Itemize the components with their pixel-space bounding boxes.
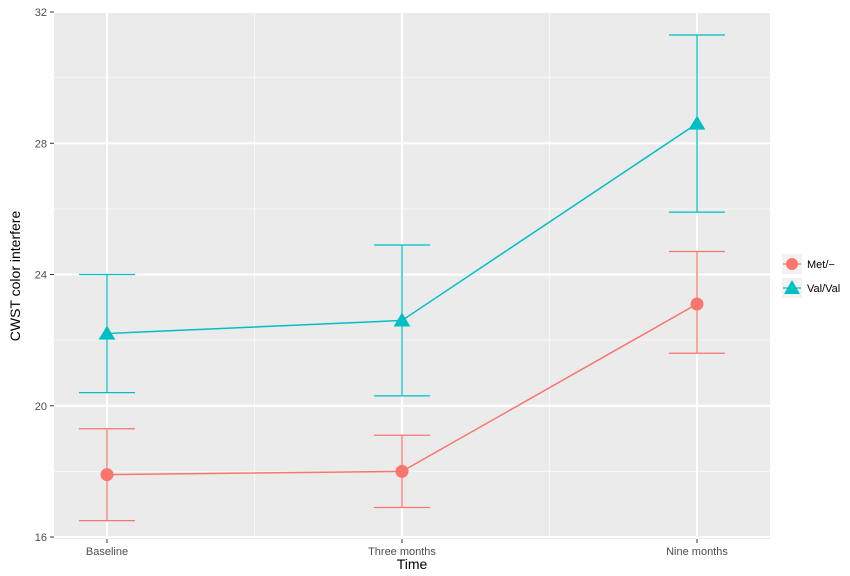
data-point (100, 468, 114, 482)
y-axis-title: CWST color interfere (7, 211, 23, 342)
x-tick-label: Three months (368, 546, 436, 558)
legend-key (782, 278, 802, 298)
legend-key-marker (784, 280, 800, 294)
y-tick-label: 32 (35, 7, 47, 19)
y-tick-label: 20 (35, 401, 47, 413)
legend-label: Met/− (807, 259, 835, 271)
x-axis-title: Time (397, 556, 428, 572)
legend: Met/− Val/Val (782, 254, 840, 298)
series-layer (79, 34, 725, 522)
x-tick-label: Nine months (666, 546, 728, 558)
data-point (393, 312, 411, 327)
y-tick-label: 24 (35, 270, 47, 282)
data-point (395, 464, 409, 478)
y-tick-label: 16 (35, 532, 47, 544)
data-point (690, 297, 704, 311)
legend-key (782, 254, 802, 274)
series-met (79, 250, 725, 522)
series-valval (79, 34, 725, 397)
axes: 16 20 24 28 32 Baseline Three months Nine month… (35, 7, 729, 558)
data-point (98, 325, 116, 340)
legend-key-marker (786, 258, 798, 270)
legend-label: Val/Val (807, 283, 840, 295)
x-tick-label: Baseline (86, 546, 128, 558)
data-point (688, 115, 706, 130)
y-tick-label: 28 (35, 138, 47, 150)
